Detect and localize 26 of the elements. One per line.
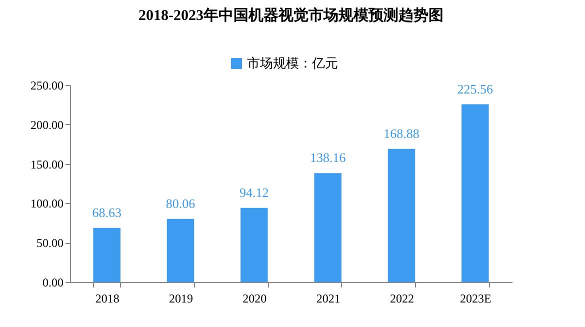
y-tick-label: 200.00 (30, 118, 64, 132)
x-tick-label: 2018 (95, 292, 120, 306)
y-tick-label: 50.00 (36, 236, 64, 250)
y-tick-label: 150.00 (30, 157, 64, 172)
data-label: 94.12 (240, 184, 269, 200)
y-tick-label: 250.00 (30, 78, 64, 92)
data-label: 168.88 (384, 126, 420, 141)
x-tick-label: 2021 (316, 292, 340, 306)
bar (93, 228, 120, 282)
data-label: 80.06 (166, 196, 196, 211)
chart-title: 2018-2023年中国机器视觉市场规模预测趋势图 (138, 6, 444, 24)
bar (462, 104, 489, 282)
x-tick-label: 2020 (242, 292, 267, 306)
x-tick-label: 2019 (169, 292, 193, 306)
bar (388, 148, 416, 282)
bar (314, 173, 342, 282)
y-tick-label: 0.00 (42, 276, 64, 290)
legend-label: 市场规模：亿元 (247, 56, 338, 70)
y-tick-label: 100.00 (30, 196, 64, 211)
x-tick-label: 2023E (460, 292, 492, 306)
data-label: 225.56 (457, 81, 494, 96)
bar (240, 208, 268, 282)
x-tick-label: 2022 (390, 292, 414, 306)
bar (166, 218, 194, 282)
data-label: 138.16 (310, 150, 346, 166)
data-label: 68.63 (92, 204, 122, 220)
